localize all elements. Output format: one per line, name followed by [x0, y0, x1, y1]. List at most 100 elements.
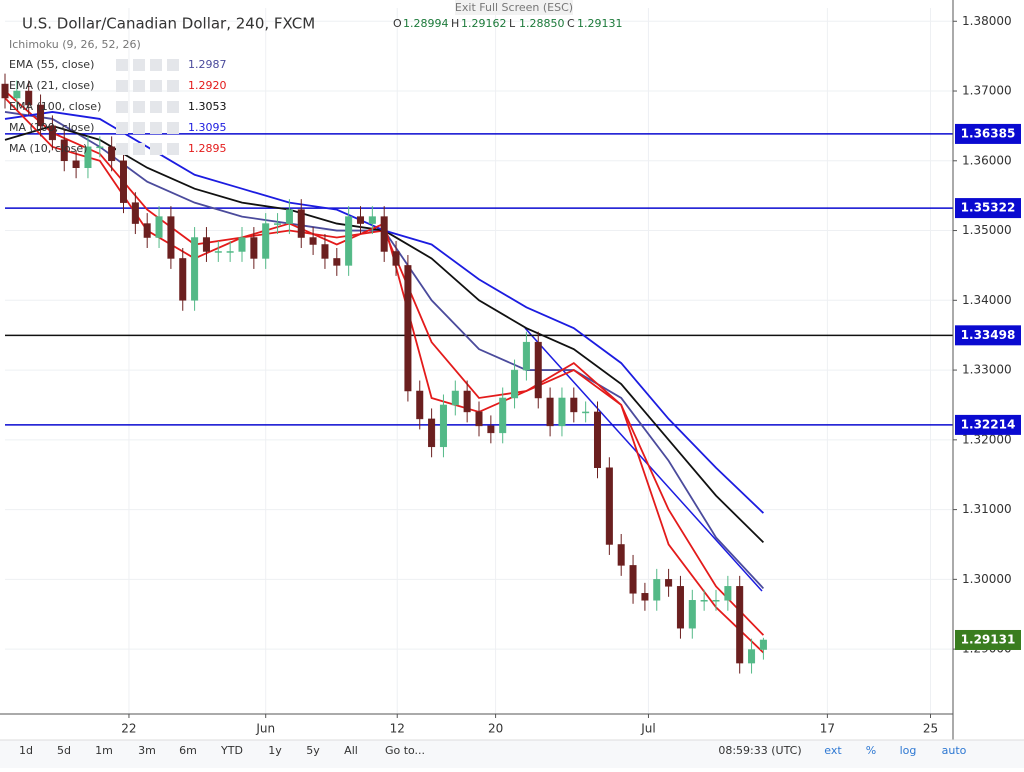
exit-button[interactable]: Exit Full Screen (ESC)	[455, 1, 573, 14]
legend-icon[interactable]	[150, 80, 162, 92]
candle-body	[285, 209, 293, 224]
candle-body	[688, 600, 696, 629]
option-button[interactable]: log	[900, 744, 917, 757]
y-tick-label: 1.35000	[962, 223, 1012, 237]
candle-body	[13, 90, 21, 99]
legend-icon[interactable]	[116, 122, 128, 134]
legend-value: 1.2987	[188, 58, 227, 71]
candle-body	[463, 390, 471, 413]
legend-value: 1.3095	[188, 121, 227, 134]
legend-name[interactable]: EMA (100, close)	[9, 100, 101, 113]
candle-body	[155, 216, 163, 238]
candle-body	[759, 639, 767, 650]
ohlc-value: 1.28850	[519, 17, 565, 30]
legend-icon[interactable]	[150, 122, 162, 134]
legend-name[interactable]: MA (10, close)	[9, 142, 87, 155]
candle-body	[617, 544, 625, 566]
price-badge-label: 1.35322	[961, 201, 1016, 215]
candle-body	[179, 258, 187, 301]
y-tick-label: 1.37000	[962, 84, 1012, 98]
price-badge	[955, 198, 1021, 219]
range-button[interactable]: 1y	[268, 744, 282, 757]
last-price-badge	[955, 629, 1021, 650]
range-button[interactable]: 3m	[138, 744, 156, 757]
range-button[interactable]: 5y	[306, 744, 320, 757]
candle-body	[108, 146, 116, 162]
candle-body	[96, 146, 104, 149]
legend-icon[interactable]	[167, 122, 179, 134]
candle-body	[582, 411, 590, 414]
candle-body	[499, 397, 507, 434]
indicator-ichimoku[interactable]: Ichimoku (9, 26, 52, 26)	[9, 38, 141, 51]
candle-body	[392, 251, 400, 266]
candle-body	[345, 216, 353, 266]
candle-body	[380, 216, 388, 252]
header: U.S. Dollar/Canadian Dollar, 240, FXCM E…	[9, 0, 623, 155]
candle-body	[404, 265, 412, 392]
candle-body	[416, 390, 424, 420]
price-badge-label: 1.32214	[961, 417, 1016, 431]
exit-button-bg[interactable]	[455, 0, 573, 15]
option-button[interactable]: ext	[824, 744, 842, 757]
x-tick-label: Jul	[640, 722, 655, 736]
legend-icon[interactable]	[133, 143, 145, 155]
legend-icon[interactable]	[133, 80, 145, 92]
candle-body	[665, 579, 673, 587]
range-button[interactable]: 1d	[19, 744, 33, 757]
candle-body	[368, 216, 376, 224]
legend-name[interactable]: EMA (55, close)	[9, 58, 94, 71]
range-button[interactable]: 1m	[95, 744, 113, 757]
candle-body	[522, 341, 530, 371]
candle-body	[72, 160, 80, 169]
legend-name[interactable]: MA (100, close)	[9, 121, 94, 134]
legend-icon[interactable]	[116, 101, 128, 113]
candle-body	[736, 586, 744, 664]
candle-body	[451, 390, 459, 406]
y-tick-label: 1.30000	[962, 572, 1012, 586]
x-tick-label: 20	[488, 722, 503, 736]
candle-body	[570, 397, 578, 413]
option-button[interactable]: auto	[942, 744, 967, 757]
price-badge	[955, 414, 1021, 435]
range-button[interactable]: 5d	[57, 744, 71, 757]
plot	[1, 73, 953, 674]
legend-icon[interactable]	[116, 59, 128, 71]
legend-icon[interactable]	[167, 59, 179, 71]
legend-name[interactable]: EMA (21, close)	[9, 79, 94, 92]
legend-icon[interactable]	[167, 143, 179, 155]
legend-icon[interactable]	[116, 80, 128, 92]
legend-icon[interactable]	[167, 101, 179, 113]
legend-icon[interactable]	[167, 80, 179, 92]
legend-icon[interactable]	[150, 101, 162, 113]
legend-icon[interactable]	[150, 59, 162, 71]
range-button[interactable]: YTD	[220, 744, 243, 757]
candle-body	[653, 579, 661, 601]
legend-icon[interactable]	[150, 143, 162, 155]
range-button[interactable]: All	[344, 744, 358, 757]
range-button[interactable]: Go to...	[385, 744, 425, 757]
ohlc-key: L	[509, 17, 516, 30]
y-tick-label: 1.31000	[962, 502, 1012, 516]
candle-body	[487, 425, 495, 434]
ohlc-value: 1.29131	[577, 17, 623, 30]
y-tick-label: 1.34000	[962, 293, 1012, 307]
candle-body	[131, 202, 139, 224]
ohlc-key: H	[451, 17, 459, 30]
legend-icon[interactable]	[133, 101, 145, 113]
legend-icon[interactable]	[116, 143, 128, 155]
range-button[interactable]: 6m	[179, 744, 197, 757]
candle-body	[700, 600, 708, 602]
candle-body	[309, 237, 317, 245]
candle-body	[748, 649, 756, 664]
candle-body	[60, 139, 68, 162]
grid	[5, 8, 953, 714]
candle-body	[202, 237, 210, 252]
candle-body	[428, 418, 436, 448]
symbol-title[interactable]: U.S. Dollar/Canadian Dollar, 240, FXCM	[22, 15, 315, 33]
option-button[interactable]: %	[866, 744, 876, 757]
legend-icon[interactable]	[133, 122, 145, 134]
candle-body	[511, 369, 519, 399]
legend-icon[interactable]	[133, 59, 145, 71]
toolbar: 1d 5d 1m 3m 6m YTD 1y 5y All Go to... 08:59:33 (UT…	[19, 744, 967, 757]
